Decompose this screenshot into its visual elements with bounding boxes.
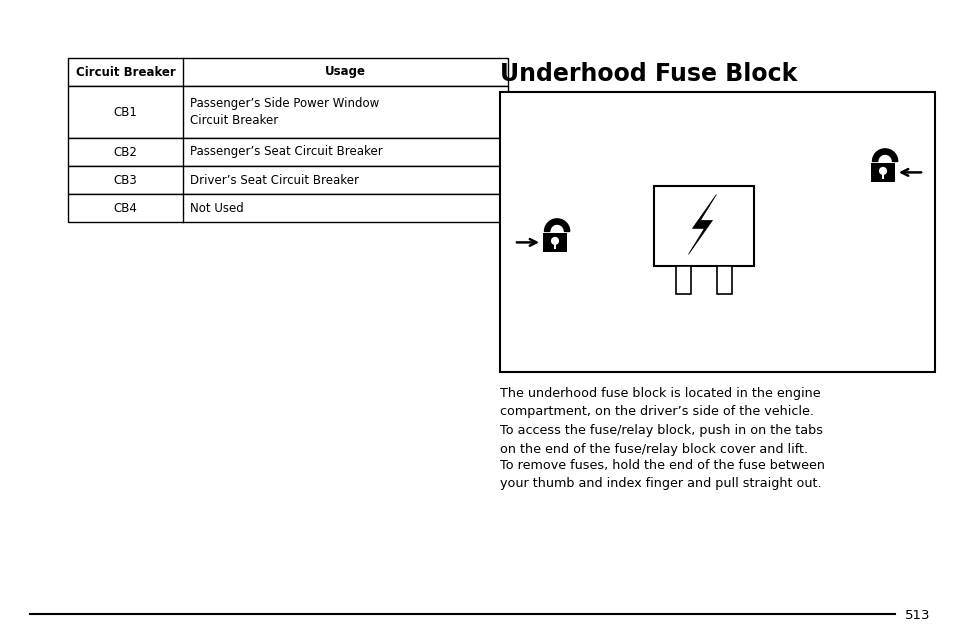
Text: To remove fuses, hold the end of the fuse between
your thumb and index finger an: To remove fuses, hold the end of the fus… — [499, 459, 824, 490]
Circle shape — [879, 167, 885, 174]
Bar — [68, 86, 507, 138]
Bar — [654, 186, 754, 266]
Text: CB3: CB3 — [113, 174, 137, 186]
Text: Passenger’s Seat Circuit Breaker: Passenger’s Seat Circuit Breaker — [190, 146, 382, 158]
Text: 513: 513 — [903, 609, 929, 622]
Bar — [68, 194, 507, 222]
Text: Circuit Breaker: Circuit Breaker — [75, 66, 175, 78]
Bar — [676, 266, 691, 294]
Polygon shape — [688, 195, 716, 254]
Bar — [68, 166, 507, 194]
Bar — [499, 92, 934, 372]
Bar — [68, 138, 507, 166]
Text: Underhood Fuse Block: Underhood Fuse Block — [499, 62, 797, 86]
Text: The underhood fuse block is located in the engine
compartment, on the driver’s s: The underhood fuse block is located in t… — [499, 387, 822, 455]
Bar — [68, 58, 507, 86]
Text: Usage: Usage — [325, 66, 366, 78]
Text: Passenger’s Side Power Window
Circuit Breaker: Passenger’s Side Power Window Circuit Br… — [190, 97, 379, 127]
Bar — [870, 163, 894, 183]
Bar — [543, 233, 566, 252]
Bar — [553, 243, 556, 249]
Polygon shape — [544, 219, 569, 232]
Circle shape — [551, 237, 558, 244]
Bar — [881, 173, 883, 179]
Polygon shape — [872, 149, 897, 162]
Text: CB4: CB4 — [113, 202, 137, 214]
Text: CB1: CB1 — [113, 106, 137, 118]
Text: Not Used: Not Used — [190, 202, 244, 214]
Bar — [717, 266, 732, 294]
Text: CB2: CB2 — [113, 146, 137, 158]
Text: Driver’s Seat Circuit Breaker: Driver’s Seat Circuit Breaker — [190, 174, 358, 186]
